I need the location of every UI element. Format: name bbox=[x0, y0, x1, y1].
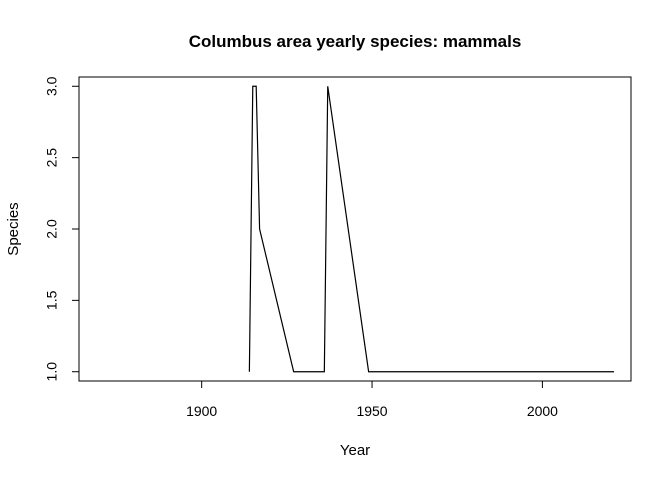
x-tick-label: 1900 bbox=[186, 403, 217, 419]
series-layer bbox=[248, 85, 614, 373]
x-axis-label: Year bbox=[340, 442, 370, 459]
series-line bbox=[248, 85, 614, 373]
chart-title: Columbus area yearly species: mammals bbox=[189, 32, 522, 51]
y-axis: 1.0 1.5 2.0 2.5 3.0 bbox=[44, 76, 80, 382]
x-tick-label: 2000 bbox=[527, 403, 558, 419]
y-tick-label: 3.0 bbox=[44, 76, 60, 96]
y-axis-label: Species bbox=[5, 202, 22, 255]
y-tick-label: 1.5 bbox=[44, 290, 60, 310]
y-tick-label: 2.0 bbox=[44, 219, 60, 239]
y-tick-label: 1.0 bbox=[44, 362, 60, 382]
plot-frame bbox=[78, 76, 632, 382]
x-tick-label: 1950 bbox=[356, 403, 387, 419]
y-tick-label: 2.5 bbox=[44, 148, 60, 168]
x-axis: 1900 1950 2000 bbox=[186, 380, 558, 419]
